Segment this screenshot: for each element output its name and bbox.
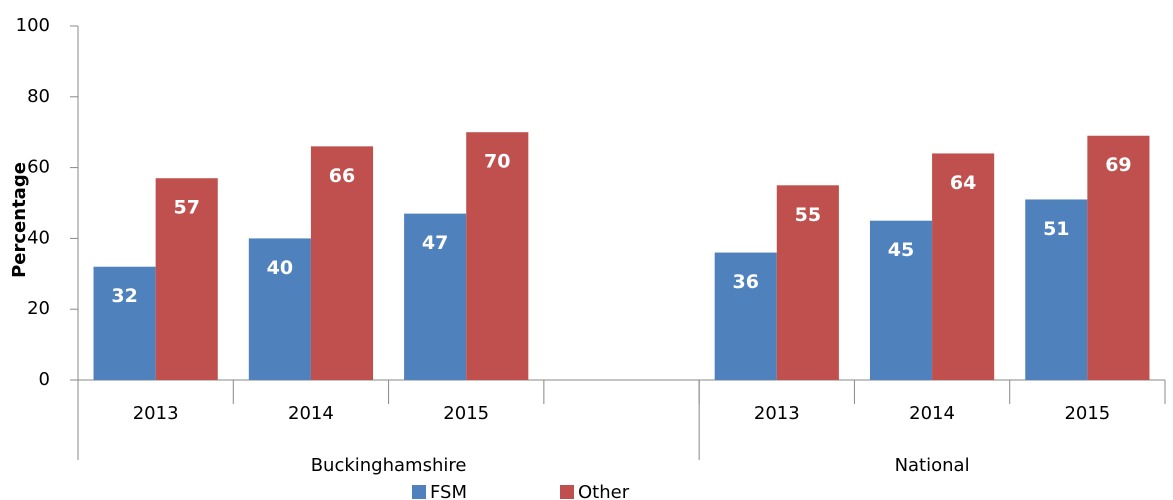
bar	[404, 213, 467, 380]
data-label: 36	[733, 271, 759, 293]
data-label: 64	[950, 172, 976, 194]
bar	[466, 132, 529, 380]
bar	[869, 220, 933, 380]
x-tick-label: 2013	[754, 403, 800, 424]
data-label: 69	[1105, 154, 1131, 176]
data-label: 66	[329, 165, 355, 187]
bar	[1087, 135, 1150, 380]
bar	[155, 178, 218, 380]
y-tick-label: 20	[27, 298, 50, 319]
x-tick-label: 2013	[133, 403, 179, 424]
bar	[310, 146, 374, 380]
group-label: Buckinghamshire	[311, 455, 467, 476]
data-label: 55	[795, 204, 821, 226]
bar	[1025, 199, 1088, 380]
x-tick-label: 2014	[909, 403, 955, 424]
legend-label: Other	[578, 482, 630, 500]
y-axis-label: Percentage	[9, 162, 30, 278]
y-tick-label: 80	[27, 86, 50, 107]
y-tick-label: 100	[16, 15, 50, 36]
bar	[776, 185, 839, 380]
data-label: 57	[173, 197, 199, 219]
data-label: 32	[111, 285, 137, 307]
y-tick-label: 60	[27, 157, 50, 178]
x-tick-label: 2015	[1064, 403, 1110, 424]
bar	[714, 252, 777, 380]
data-label: 45	[888, 239, 914, 261]
legend-swatch	[412, 485, 426, 499]
x-tick-label: 2015	[443, 403, 489, 424]
bar	[93, 266, 156, 380]
legend-label: FSM	[430, 482, 467, 500]
y-tick-label: 40	[27, 227, 50, 248]
data-label: 47	[422, 232, 448, 254]
bar	[248, 238, 311, 380]
x-tick-label: 2014	[288, 403, 334, 424]
legend-swatch	[560, 485, 574, 499]
data-label: 70	[484, 151, 510, 173]
group-label: National	[895, 455, 970, 476]
bar	[932, 153, 995, 380]
data-label: 51	[1043, 218, 1069, 240]
data-label: 40	[267, 257, 293, 279]
y-tick-label: 0	[39, 369, 50, 390]
